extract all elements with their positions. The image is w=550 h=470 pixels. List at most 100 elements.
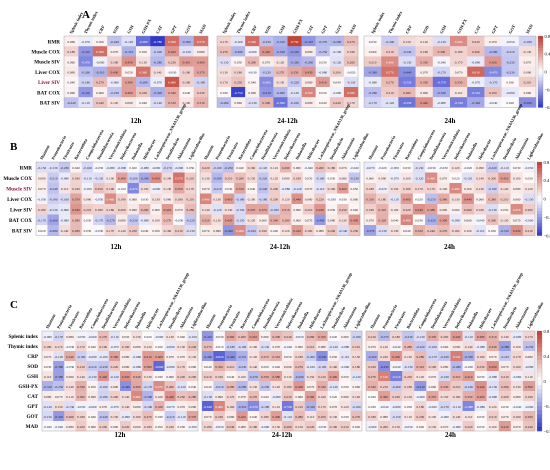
cell-value-label: 0.050	[96, 40, 104, 44]
cell-value-label: 0.090	[129, 208, 137, 212]
cell-value-label: 0.020	[155, 345, 163, 349]
cell-value-label: 0.110	[271, 166, 279, 170]
heatmap-cell	[414, 411, 427, 422]
cell-value-label: -0.200	[392, 385, 401, 389]
cell-value-label: 0.270	[164, 219, 172, 223]
cell-value-label: 0.400	[477, 395, 485, 399]
cell-value-label: -0.220	[247, 229, 256, 233]
cell-value-label: 0.080	[282, 177, 290, 181]
cell-value-label: 0.040	[270, 229, 278, 233]
cell-value-label: -0.230	[129, 219, 138, 223]
cell-value-label: -0.080	[106, 166, 115, 170]
heatmap-cell	[64, 97, 79, 108]
column-label: CRP	[249, 24, 258, 34]
heatmap-cell	[131, 421, 143, 432]
cell-value-label: 0.100	[440, 187, 448, 191]
heatmap-block-border	[35, 161, 197, 236]
cell-value-label: 0.160	[133, 415, 141, 419]
heatmap-cell	[398, 87, 416, 98]
heatmap-cell	[64, 381, 76, 392]
heatmap-cell	[42, 381, 54, 392]
cell-value-label: 0.280	[295, 415, 303, 419]
heatmap-cell	[186, 371, 199, 382]
cell-value-label: 0.130	[330, 415, 338, 419]
heatmap-cell	[518, 97, 537, 108]
cell-value-label: 0.080	[318, 345, 326, 349]
heatmap-cell	[474, 391, 487, 402]
heatmap-cell	[467, 56, 485, 67]
heatmap-cell	[402, 351, 415, 362]
heatmap-cell	[231, 76, 246, 88]
color-scale-segment	[537, 393, 542, 398]
cell-value-label: 0.080	[513, 395, 521, 399]
heatmap-cell	[498, 351, 512, 362]
cell-value-label: 0.300	[77, 395, 85, 399]
cell-value-label: 0.040	[333, 81, 341, 85]
cell-value-label: -0.480	[464, 405, 473, 409]
heatmap-cell	[211, 225, 224, 236]
heatmap-cell	[164, 411, 176, 422]
heatmap-cell	[257, 193, 269, 205]
heatmap-cell	[343, 97, 359, 108]
color-scale-segment	[537, 198, 542, 203]
cell-value-label: 0.350	[291, 71, 299, 75]
cell-value-label: -0.110	[283, 415, 292, 419]
cell-value-label: 0.210	[204, 375, 212, 379]
cell-value-label: -0.780	[153, 40, 162, 44]
heatmap-cell	[378, 401, 391, 412]
heatmap-cell	[78, 97, 93, 108]
cell-value-label: -0.230	[60, 166, 69, 170]
heatmap-cell	[474, 371, 487, 382]
cell-value-label: 0.050	[155, 425, 163, 429]
cell-value-label: 0.270	[352, 415, 360, 419]
cell-value-label: -0.240	[67, 101, 76, 105]
heatmap-cell	[287, 76, 302, 88]
cell-value-label: 0.210	[318, 375, 326, 379]
cell-value-label: 0.140	[202, 208, 210, 212]
heatmap-cell	[364, 162, 377, 173]
cell-value-label: 0.370	[197, 71, 205, 75]
cell-value-label: -0.310	[306, 405, 315, 409]
heatmap-cell	[364, 172, 377, 184]
cell-value-label: 0.370	[259, 208, 267, 212]
cell-value-label: 0.230	[139, 91, 147, 95]
row-label: Liver SIV	[38, 80, 60, 86]
heatmap-cell	[186, 351, 199, 362]
cell-value-label: 0.050	[330, 355, 338, 359]
cell-value-label: -0.060	[428, 405, 437, 409]
cell-value-label: 0.300	[263, 101, 271, 105]
cell-value-label: 0.480	[133, 395, 141, 399]
heatmap-cell	[234, 214, 246, 226]
cell-value-label: 0.170	[525, 335, 533, 339]
cell-value-label: -0.410	[54, 415, 63, 419]
heatmap-cell	[97, 381, 110, 392]
heatmap-cell	[213, 381, 226, 392]
cell-value-label: 0.460	[386, 60, 394, 64]
heatmap-cell	[234, 204, 246, 215]
cell-value-label: 0.080	[305, 101, 313, 105]
heatmap-block-border	[216, 35, 359, 108]
heatmap-cell	[364, 36, 382, 47]
cell-value-label: 0.150	[403, 40, 411, 44]
heatmap-cell	[378, 361, 391, 372]
heatmap-cell	[70, 183, 82, 194]
cell-value-label: 0.180	[144, 425, 152, 429]
heatmap-cell	[75, 411, 87, 422]
cell-value-label: 0.150	[391, 187, 399, 191]
heatmap-cell	[302, 225, 315, 236]
cell-value-label: -0.230	[350, 177, 359, 181]
heatmap-cell	[64, 56, 79, 67]
cell-value-label: 0.260	[166, 385, 174, 389]
heatmap-cell	[467, 66, 485, 77]
heatmap-cell	[36, 183, 48, 194]
heatmap-cell	[224, 351, 237, 362]
heatmap-cell	[450, 56, 468, 67]
heatmap-cell	[53, 351, 65, 362]
heatmap-cell	[510, 381, 524, 392]
cell-value-label: 0.350	[175, 187, 183, 191]
heatmap-cell	[186, 411, 199, 422]
heatmap-cell	[486, 371, 499, 382]
cell-value-label: 0.210	[352, 345, 360, 349]
heatmap-cell	[426, 391, 439, 402]
heatmap-cell	[327, 391, 340, 402]
